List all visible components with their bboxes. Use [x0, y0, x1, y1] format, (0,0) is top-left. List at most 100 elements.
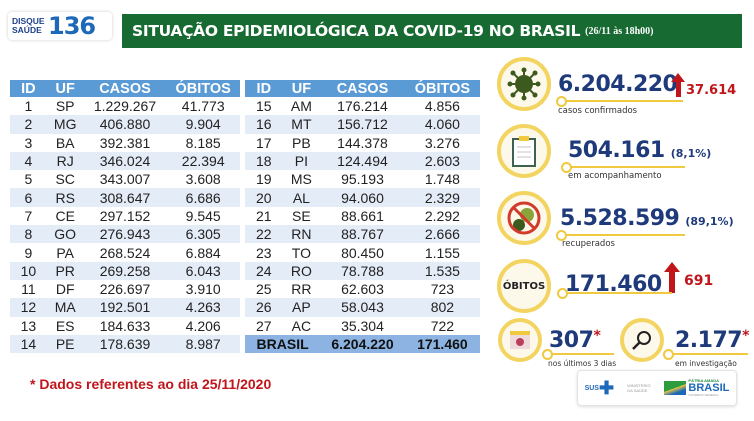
up-arrow-icon	[671, 73, 685, 82]
asterisk: *	[593, 328, 601, 344]
gov-main: BRASIL	[688, 382, 730, 394]
table-cell: 1	[24, 98, 33, 115]
underline-dot	[557, 288, 568, 299]
table-cell: 94.060	[320, 188, 405, 207]
table-cell: 19	[256, 171, 272, 188]
table-cell: 80.450	[341, 244, 384, 261]
confirmed-value: 6.204.220	[558, 72, 678, 97]
table-cell: RR	[291, 281, 312, 298]
table-row: 26 AP 58.043 802	[245, 298, 480, 317]
table-cell: 1.229.267	[93, 98, 157, 115]
table-cell: 10	[10, 261, 47, 280]
up-arrow-shaft	[676, 81, 681, 97]
table-cell: 6.884	[185, 244, 221, 261]
investigation-number: 2.177	[675, 328, 743, 353]
table-cell: 192.501	[83, 298, 167, 317]
page-title: SITUAÇÃO EPIDEMIOLÓGICA DA COVID-19 NO B…	[132, 22, 581, 40]
underline-dot	[542, 349, 553, 360]
disque-saude-logo: DISQUE SAÚDE 136	[8, 12, 112, 40]
footnote: * Dados referentes ao dia 25/11/2020	[30, 376, 272, 392]
table-cell: 802	[404, 298, 480, 317]
table-row: 11 DF 226.697 3.910	[10, 280, 240, 298]
table-cell: 9	[24, 244, 33, 261]
monitoring-value: 504.161 (8,1%)	[568, 138, 711, 163]
table-cell: 26	[245, 298, 283, 317]
total-row: BRASIL 6.204.220 171.460	[245, 334, 480, 354]
table-cell: 308.647	[83, 188, 167, 207]
table-cell: DF	[55, 281, 75, 298]
table-cell: 3.276	[424, 134, 460, 151]
confirmed-delta: 37.614	[686, 83, 737, 98]
column-header: CASOS	[320, 80, 405, 97]
table-cell: 62.603	[341, 281, 384, 298]
table-row: 12 MA 192.501 4.263	[10, 298, 240, 317]
no-virus-icon	[497, 191, 551, 245]
last3days-value: 307*	[549, 328, 601, 353]
table-cell: 2	[10, 115, 47, 134]
brasil-logo: PÁTRIA AMADA BRASIL GOVERNO FEDERAL	[664, 379, 729, 397]
underline	[565, 166, 685, 168]
table-cell: AP	[282, 298, 321, 317]
table-cell: SC	[55, 171, 75, 188]
table-cell: 88.767	[320, 225, 405, 244]
table-row: 25 RR 62.603 723	[245, 280, 480, 298]
underline-dot	[663, 349, 674, 360]
table-cell: 8.987	[166, 334, 240, 354]
table-cell: AL	[282, 188, 321, 207]
table-cell: MS	[290, 171, 312, 188]
table-cell: 7	[24, 207, 33, 224]
table-cell: 269.258	[83, 261, 167, 280]
table-cell: RN	[282, 225, 321, 244]
table-cell: 722	[430, 317, 455, 334]
table-cell: 3	[24, 134, 33, 151]
monitoring-caption: em acompanhamento	[568, 171, 662, 181]
total-casos: 6.204.220	[320, 334, 405, 354]
investigation-value: 2.177*	[675, 328, 749, 353]
sus-logo: SUS ✚	[585, 379, 615, 397]
table-cell: 178.639	[83, 334, 167, 354]
table-cell: 2.666	[404, 225, 480, 244]
table-cell: PR	[46, 261, 84, 280]
table-cell: 4.856	[424, 98, 460, 115]
column-header: UF	[282, 80, 321, 97]
table-row: 5 SC 343.007 3.608	[10, 170, 240, 188]
table-cell: 346.024	[83, 151, 167, 171]
column-header: ID	[10, 80, 47, 97]
table-cell: 12	[10, 298, 47, 317]
table-row: 19 MS 95.193 1.748	[245, 170, 480, 188]
table-cell: 14	[10, 334, 47, 354]
table-cell: 297.152	[99, 207, 151, 224]
recovered-number: 5.528.599	[560, 206, 680, 231]
table-cell: 4.060	[404, 115, 480, 134]
table-cell: 4	[10, 151, 47, 171]
states-table-left: ID UF CASOS ÓBITOS 1 SP 1.229.267 41.773 2 MG 406.…	[10, 80, 240, 354]
table-cell: ES	[55, 317, 75, 334]
asterisk: *	[742, 328, 749, 344]
table-row: 15 AM 176.214 4.856	[245, 97, 480, 115]
table-row: 17 PB 144.378 3.276	[245, 134, 480, 152]
table-cell: SP	[55, 98, 75, 115]
table-cell: 20	[245, 188, 283, 207]
table-row: 4 RJ 346.024 22.394	[10, 151, 240, 171]
table-cell: 3.910	[185, 281, 221, 298]
table-cell: 21	[256, 207, 272, 224]
table-row: 1 SP 1.229.267 41.773	[10, 97, 240, 115]
gov-top: PÁTRIA AMADA	[688, 378, 720, 383]
table-cell: 226.697	[99, 281, 151, 298]
table-cell: 25	[256, 281, 272, 298]
government-logos: SUS ✚ MINISTÉRIO DA SAÚDE PÁTRIA AMADA BR…	[577, 370, 737, 406]
table-cell: 11	[21, 281, 36, 298]
column-header: CASOS	[83, 80, 167, 97]
up-arrow-icon	[664, 262, 680, 272]
table-cell: 8.185	[185, 134, 221, 151]
table-row: 22 RN 88.767 2.666	[245, 225, 480, 244]
table-row: 9 PA 268.524 6.884	[10, 243, 240, 261]
table-cell: 6.305	[166, 225, 240, 244]
table-cell: 9.545	[185, 207, 221, 224]
table-row: 6 RS 308.647 6.686	[10, 188, 240, 207]
table-row: 20 AL 94.060 2.329	[245, 188, 480, 207]
magnifier-icon	[620, 318, 664, 362]
table-cell: 9.904	[166, 115, 240, 134]
table-cell: 13	[20, 317, 37, 334]
table-cell: 144.378	[337, 134, 388, 151]
